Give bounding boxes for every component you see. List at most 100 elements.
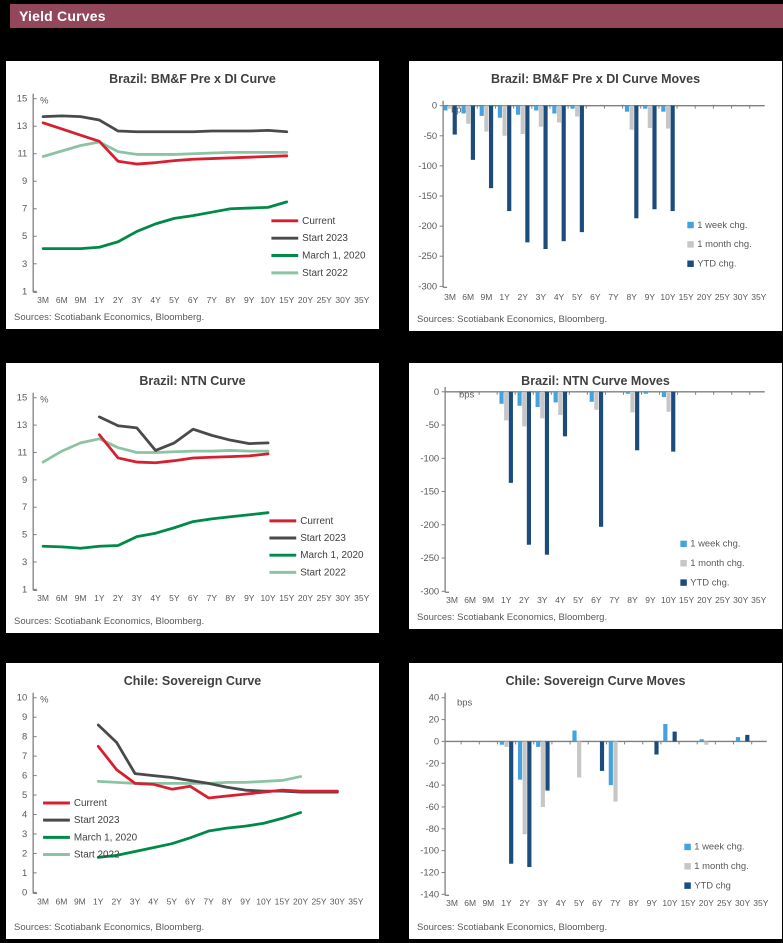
svg-text:6: 6 xyxy=(22,770,27,781)
chart-title: Brazil: NTN Curve Moves xyxy=(521,374,670,388)
svg-text:Start 2023: Start 2023 xyxy=(302,233,348,244)
svg-text:1Y: 1Y xyxy=(93,896,104,906)
svg-text:bps: bps xyxy=(459,389,474,400)
svg-text:0: 0 xyxy=(432,100,437,111)
svg-text:1 week chg.: 1 week chg. xyxy=(697,219,747,230)
svg-text:6M: 6M xyxy=(462,292,474,302)
svg-text:15Y: 15Y xyxy=(279,295,294,305)
svg-text:1: 1 xyxy=(22,867,27,878)
svg-text:11: 11 xyxy=(17,148,27,159)
svg-text:25Y: 25Y xyxy=(317,593,332,603)
svg-text:9M: 9M xyxy=(482,898,494,908)
svg-text:1Y: 1Y xyxy=(499,292,510,302)
svg-text:-20: -20 xyxy=(426,757,440,768)
svg-text:YTD chg: YTD chg xyxy=(694,879,731,890)
panel-chile-sovereign-curve-moves: 40 20 0 -20 -40 -60 -80 -100 -120 -140 bps 3M 6M 9M 1Y… xyxy=(408,662,783,940)
svg-text:2Y: 2Y xyxy=(113,593,124,603)
svg-text:8: 8 xyxy=(22,731,27,742)
svg-text:-120: -120 xyxy=(420,866,439,877)
svg-text:-300: -300 xyxy=(418,280,437,291)
svg-text:1 week chg.: 1 week chg. xyxy=(690,538,740,549)
svg-text:6Y: 6Y xyxy=(590,292,601,302)
svg-text:3: 3 xyxy=(22,828,27,839)
chile-sovereign-curve-moves-chart: 40 20 0 -20 -40 -60 -80 -100 -120 -140 bps 3M 6M 9M 1Y… xyxy=(420,692,768,909)
panel-brazil-bmf-curve-moves: 0 -50 -100 -150 -200 -250 -300 bps 3M 6M 9M 1Y 2Y 3Y 4… xyxy=(408,60,783,332)
sources-note: Sources: Scotiabank Economics, Bloomberg… xyxy=(14,922,205,933)
header-bar: Yield Curves xyxy=(10,4,783,28)
svg-text:7: 7 xyxy=(22,203,27,214)
svg-text:4Y: 4Y xyxy=(148,896,159,906)
svg-text:25Y: 25Y xyxy=(715,595,730,605)
svg-text:-60: -60 xyxy=(426,801,440,812)
svg-text:35Y: 35Y xyxy=(354,295,369,305)
svg-text:-150: -150 xyxy=(418,190,437,201)
brazil-bmf-curve-chart: 15 13 11 9 7 5 3 1% 3M 6M 9M 1Y 2Y 3Y 4Y 5Y 6Y 7Y 8Y 9Y 10Y 1… xyxy=(17,93,370,305)
svg-text:6Y: 6Y xyxy=(188,295,199,305)
svg-text:1Y: 1Y xyxy=(94,295,105,305)
svg-text:15Y: 15Y xyxy=(679,292,694,302)
svg-text:25Y: 25Y xyxy=(311,896,326,906)
svg-text:1Y: 1Y xyxy=(501,595,512,605)
svg-text:bps: bps xyxy=(457,697,472,708)
svg-text:9M: 9M xyxy=(75,295,87,305)
svg-text:5Y: 5Y xyxy=(169,295,180,305)
svg-text:3M: 3M xyxy=(37,593,49,603)
svg-text:15Y: 15Y xyxy=(275,896,290,906)
svg-text:30Y: 30Y xyxy=(330,896,345,906)
svg-text:9M: 9M xyxy=(482,595,494,605)
svg-text:Start 2022: Start 2022 xyxy=(74,849,120,860)
svg-text:3: 3 xyxy=(22,258,27,269)
svg-text:35Y: 35Y xyxy=(354,593,369,603)
svg-text:6Y: 6Y xyxy=(188,593,199,603)
svg-text:25Y: 25Y xyxy=(717,898,732,908)
chart-title: Brazil: NTN Curve xyxy=(139,374,246,388)
svg-text:5: 5 xyxy=(22,529,27,540)
svg-text:4Y: 4Y xyxy=(555,595,566,605)
svg-text:4: 4 xyxy=(22,808,27,819)
svg-text:7: 7 xyxy=(22,750,27,761)
svg-text:3M: 3M xyxy=(37,896,49,906)
svg-text:2Y: 2Y xyxy=(519,898,530,908)
svg-text:40: 40 xyxy=(429,692,439,703)
svg-text:1: 1 xyxy=(22,285,27,296)
svg-text:-140: -140 xyxy=(420,888,439,899)
svg-text:30Y: 30Y xyxy=(733,292,748,302)
svg-text:-100: -100 xyxy=(418,160,437,171)
svg-text:15: 15 xyxy=(17,93,27,104)
svg-text:20Y: 20Y xyxy=(699,898,714,908)
panel-brazil-bmf-curve: 15 13 11 9 7 5 3 1% 3M 6M 9M 1Y 2Y 3Y 4Y 5Y 6Y 7Y 8Y 9Y 10Y 1… xyxy=(5,60,380,330)
svg-text:35Y: 35Y xyxy=(348,896,363,906)
svg-text:%: % xyxy=(40,394,49,405)
svg-text:20: 20 xyxy=(429,714,439,725)
svg-text:8Y: 8Y xyxy=(626,292,637,302)
chart-title: Chile: Sovereign Curve xyxy=(123,674,262,688)
svg-text:5Y: 5Y xyxy=(574,898,585,908)
svg-text:15Y: 15Y xyxy=(679,595,694,605)
brazil-ntn-curve-moves-chart: 0 -50 -100 -150 -200 -250 -300 bps 3M 6M 9M 1Y 2Y 3Y 4… xyxy=(420,386,766,605)
sources-note: Sources: Scotiabank Economics, Bloomberg… xyxy=(417,612,608,623)
svg-text:6Y: 6Y xyxy=(185,896,196,906)
svg-text:Start 2023: Start 2023 xyxy=(74,815,120,826)
svg-text:5Y: 5Y xyxy=(573,595,584,605)
svg-text:30Y: 30Y xyxy=(733,595,748,605)
svg-text:25Y: 25Y xyxy=(317,295,332,305)
svg-text:3: 3 xyxy=(22,556,27,567)
panel-brazil-ntn-curve-moves: 0 -50 -100 -150 -200 -250 -300 bps 3M 6M 9M 1Y 2Y 3Y 4… xyxy=(408,362,783,630)
svg-text:3Y: 3Y xyxy=(132,295,143,305)
svg-text:35Y: 35Y xyxy=(751,595,766,605)
svg-text:3M: 3M xyxy=(37,295,49,305)
svg-text:5: 5 xyxy=(22,230,27,241)
svg-text:9Y: 9Y xyxy=(647,898,658,908)
svg-text:-80: -80 xyxy=(426,823,440,834)
svg-text:Start 2022: Start 2022 xyxy=(300,567,346,578)
svg-text:March 1, 2020: March 1, 2020 xyxy=(300,550,364,561)
svg-text:0: 0 xyxy=(22,886,27,897)
svg-text:9M: 9M xyxy=(480,292,492,302)
svg-text:1 month chg.: 1 month chg. xyxy=(694,860,748,871)
svg-text:-50: -50 xyxy=(426,419,440,430)
svg-text:8Y: 8Y xyxy=(628,898,639,908)
svg-text:1 month chg.: 1 month chg. xyxy=(697,238,751,249)
svg-text:3Y: 3Y xyxy=(536,292,547,302)
svg-text:10Y: 10Y xyxy=(256,896,271,906)
